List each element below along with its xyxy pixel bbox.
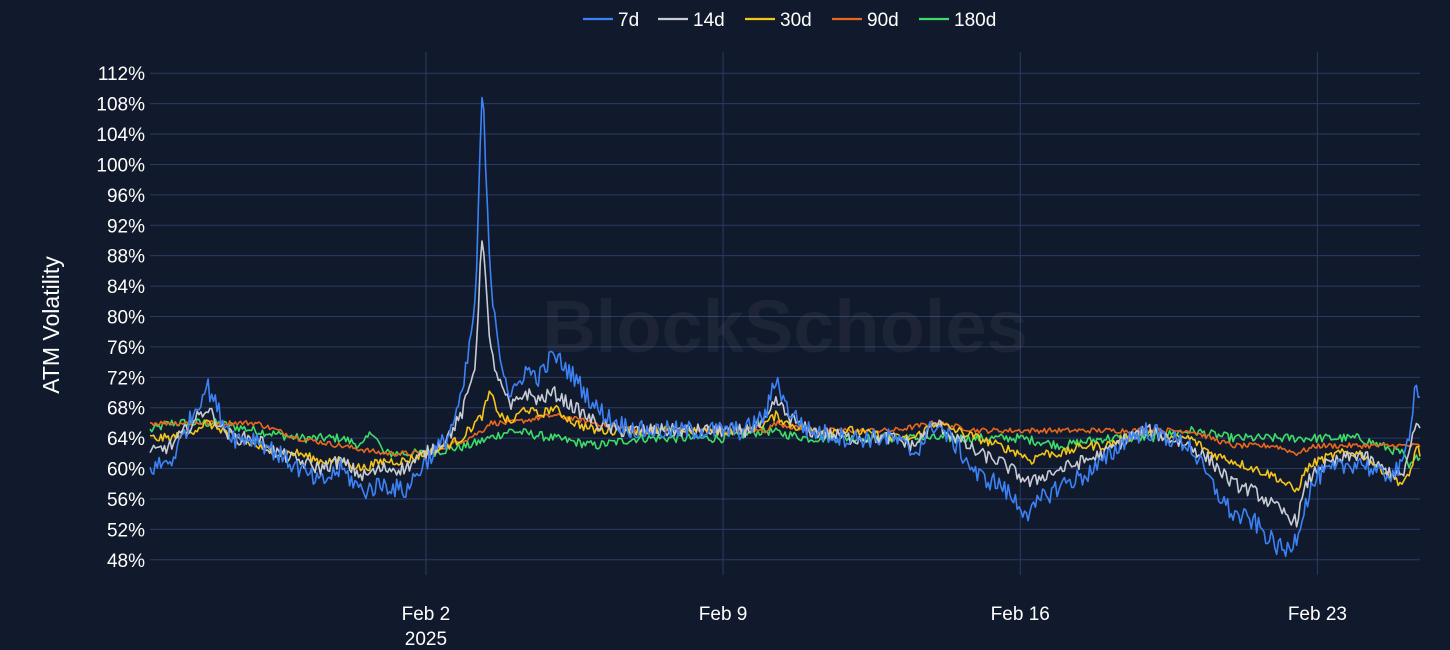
y-tick-label: 88%: [107, 247, 145, 268]
legend-label: 90d: [867, 10, 899, 31]
y-tick-label: 112%: [98, 64, 145, 85]
y-tick-label: 84%: [107, 277, 145, 298]
y-tick-label: 48%: [107, 551, 145, 572]
y-tick-label: 92%: [107, 216, 145, 237]
y-tick-label: 104%: [96, 125, 145, 146]
legend-item-90d[interactable]: 90d: [832, 10, 899, 31]
legend-label: 180d: [954, 10, 996, 31]
legend[interactable]: 7d 14d 30d 90d 180d: [583, 10, 996, 31]
x-tick-label: Feb 9: [699, 604, 748, 625]
legend-item-7d[interactable]: 7d: [583, 10, 639, 31]
y-tick-label: 60%: [107, 460, 145, 481]
legend-label: 14d: [693, 10, 725, 31]
y-axis-ticks: 48% 52% 56% 60% 64% 68% 72% 76% 80% 84% 88% 92% 96% 1…: [96, 64, 145, 572]
x-tick-label: Feb 23: [1288, 604, 1347, 625]
y-axis-title: ATM Volatility: [38, 256, 64, 394]
y-tick-label: 72%: [107, 368, 145, 389]
y-tick-label: 68%: [107, 399, 145, 420]
grid: [150, 52, 1420, 575]
y-tick-label: 108%: [96, 95, 145, 116]
x-tick-sublabel: 2025: [405, 629, 447, 650]
legend-item-30d[interactable]: 30d: [745, 10, 812, 31]
y-tick-label: 64%: [107, 429, 145, 450]
y-tick-label: 96%: [107, 186, 145, 207]
series-line-14d: [149, 240, 1421, 528]
legend-item-180d[interactable]: 180d: [919, 10, 996, 31]
series-lines: [149, 96, 1421, 558]
legend-item-14d[interactable]: 14d: [658, 10, 725, 31]
x-tick-label: Feb 16: [991, 604, 1050, 625]
legend-label: 30d: [780, 10, 812, 31]
y-tick-label: 76%: [107, 338, 145, 359]
y-tick-label: 100%: [96, 155, 145, 176]
series-line-30d: [149, 390, 1421, 493]
x-axis-ticks: Feb 2 2025 Feb 9 Feb 16 Feb 23: [402, 604, 1347, 650]
x-tick-label: Feb 2: [402, 604, 451, 625]
legend-label: 7d: [618, 10, 639, 31]
watermark: BlockScholes: [542, 285, 1027, 368]
y-tick-label: 80%: [107, 308, 145, 329]
y-tick-label: 52%: [107, 520, 145, 541]
series-line-7d: [149, 96, 1421, 558]
series-line-90d: [149, 412, 1421, 457]
y-tick-label: 56%: [107, 490, 145, 511]
